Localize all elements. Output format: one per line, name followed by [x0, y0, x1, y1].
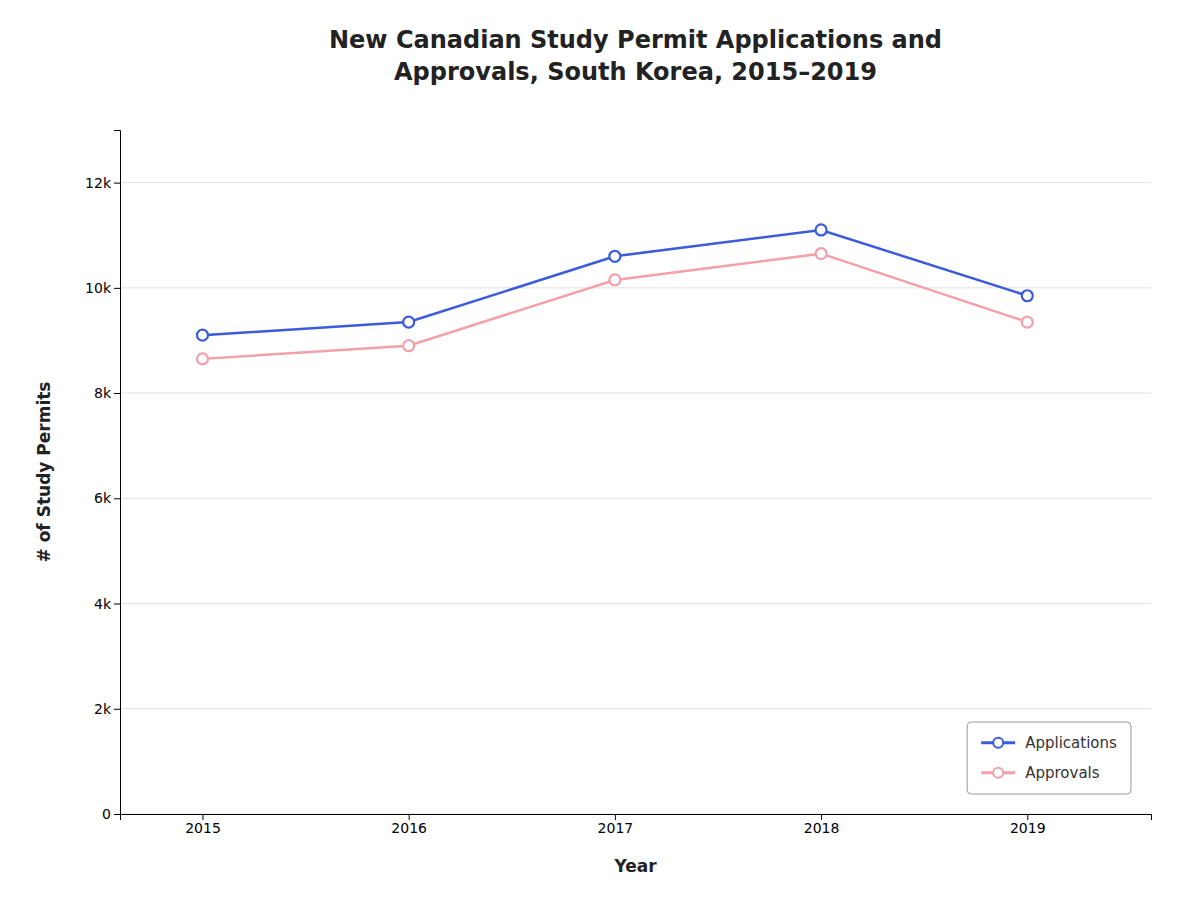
- x-tick: 2017: [598, 814, 634, 836]
- series-line: [202, 254, 1027, 359]
- point: [403, 340, 414, 351]
- plot-area: [197, 224, 1033, 364]
- y-tick-mark: [114, 288, 120, 289]
- point: [816, 248, 827, 259]
- x-tick: 2018: [804, 814, 840, 836]
- y-tick: 8k: [94, 385, 120, 401]
- legend-entry: Applications: [981, 734, 1117, 752]
- x-tick: 2016: [391, 814, 427, 836]
- grid-line: [120, 287, 1151, 288]
- x-axis: 2015 2016 2017 2018 2019: [121, 814, 1152, 836]
- y-tick-label: 8k: [94, 385, 112, 401]
- y-tick-mark: [114, 709, 120, 710]
- y-tick: 2k: [94, 701, 120, 717]
- grid: [120, 183, 1151, 814]
- y-tick: 0: [102, 806, 120, 822]
- y-axis-line: [114, 131, 121, 815]
- legend-label: Approvals: [1025, 764, 1100, 782]
- grid-line: [120, 498, 1151, 499]
- legend-box: [967, 722, 1131, 794]
- y-tick-mark: [114, 393, 120, 394]
- x-tick-label: 2019: [1010, 820, 1046, 836]
- point: [403, 317, 414, 328]
- legend: Applications Approvals: [967, 722, 1131, 794]
- point: [816, 224, 827, 235]
- grid-line: [120, 182, 1151, 183]
- legend-marker: [993, 768, 1003, 778]
- chart: 2015 2016 2017 2018 2019 0 2k 4k 6k 8k 10k 12k New C…: [0, 0, 1201, 909]
- legend-label: Applications: [1025, 734, 1117, 752]
- x-axis-label: Year: [613, 856, 657, 876]
- grid-line: [120, 708, 1151, 709]
- point: [1022, 290, 1033, 301]
- title-line: Approvals, South Korea, 2015–2019: [394, 58, 877, 86]
- title: New Canadian Study Permit Applications a…: [329, 26, 942, 86]
- point: [609, 274, 620, 285]
- x-tick: 2019: [1010, 814, 1046, 836]
- y-tick-label: 10k: [85, 280, 112, 296]
- y-tick: 6k: [94, 490, 120, 506]
- title-line: New Canadian Study Permit Applications a…: [329, 26, 942, 54]
- x-tick-label: 2016: [391, 820, 427, 836]
- legend-entry: Approvals: [981, 764, 1100, 782]
- y-tick-label: 12k: [85, 175, 112, 191]
- x-tick-label: 2017: [598, 820, 634, 836]
- x-tick-label: 2018: [804, 820, 840, 836]
- legend-marker: [993, 738, 1003, 748]
- y-tick-label: 2k: [94, 701, 112, 717]
- y-tick-mark: [114, 604, 120, 605]
- point: [1022, 317, 1033, 328]
- y-tick-label: 4k: [94, 596, 112, 612]
- legend-entries: Applications Approvals: [981, 734, 1117, 782]
- y-tick: 4k: [94, 596, 120, 612]
- grid-line: [120, 603, 1151, 604]
- y-tick: 12k: [85, 175, 120, 191]
- point: [609, 251, 620, 262]
- grid-line: [120, 393, 1151, 394]
- x-tick: 2015: [185, 814, 221, 836]
- x-axis-line: [121, 815, 1152, 821]
- y-tick-mark: [114, 183, 120, 184]
- y-tick-mark: [114, 814, 120, 815]
- series: [197, 248, 1033, 364]
- series-line: [202, 230, 1027, 335]
- y-tick-mark: [114, 498, 120, 499]
- point: [197, 353, 208, 364]
- y-tick-label: 0: [102, 806, 111, 822]
- y-tick-label: 6k: [94, 490, 112, 506]
- x-tick-label: 2015: [185, 820, 221, 836]
- point: [197, 330, 208, 341]
- y-axis-label: # of Study Permits: [34, 382, 54, 563]
- y-tick: 10k: [85, 280, 120, 296]
- y-axis: 0 2k 4k 6k 8k 10k 12k: [85, 131, 120, 822]
